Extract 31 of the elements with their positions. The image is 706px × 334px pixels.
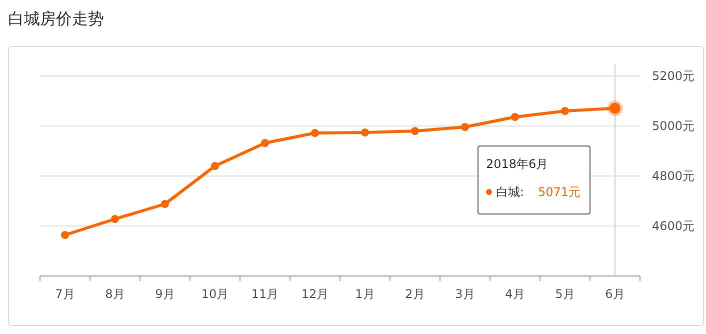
x-tick-label: 12月 — [301, 287, 329, 301]
x-tick-label: 4月 — [505, 287, 525, 301]
y-tick-label: 5200元 — [652, 69, 695, 83]
point — [161, 200, 169, 208]
x-tick-label: 1月 — [355, 287, 375, 301]
annotation: 白城: — [496, 185, 524, 199]
annotation: 2018年6月 — [486, 157, 548, 171]
point — [261, 139, 269, 147]
annotation: 5071元 — [538, 185, 581, 199]
chart-title: 白城房价走势 — [8, 9, 104, 28]
y-tick-label: 4600元 — [652, 219, 695, 233]
point — [211, 162, 219, 170]
point — [461, 123, 469, 131]
x-tick-label: 10月 — [201, 287, 229, 301]
x-tick-label: 6月 — [605, 287, 625, 301]
x-tick-label: 11月 — [251, 287, 279, 301]
x-tick-label: 5月 — [555, 287, 575, 301]
y-tick-label: 4800元 — [652, 169, 695, 183]
point — [61, 231, 69, 239]
x-tick-label: 9月 — [155, 287, 175, 301]
x-tick-label: 2月 — [405, 287, 425, 301]
point — [411, 127, 419, 135]
x-tick-label: 3月 — [455, 287, 475, 301]
point — [511, 113, 519, 121]
x-tick-label: 7月 — [55, 287, 75, 301]
point — [361, 128, 369, 136]
x-tick-label: 8月 — [105, 287, 125, 301]
point — [561, 107, 569, 115]
y-tick-label: 5000元 — [652, 119, 695, 133]
point — [111, 215, 119, 223]
point — [311, 129, 319, 137]
